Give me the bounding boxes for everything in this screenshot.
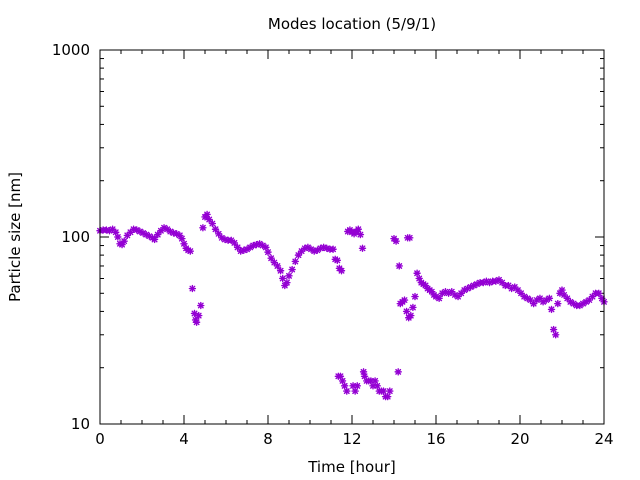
data-point (379, 387, 388, 395)
data-point (227, 236, 235, 245)
x-tick-label: 8 (263, 430, 273, 448)
data-point (203, 210, 211, 219)
data-point (276, 267, 285, 275)
data-point (386, 387, 394, 395)
x-axis-label: Time [hour] (307, 458, 396, 476)
data-point (359, 368, 368, 376)
data-point (411, 292, 419, 301)
data-point (549, 325, 558, 334)
data-point (413, 269, 421, 277)
plot-frame (99, 49, 605, 425)
data-point (191, 316, 200, 324)
data-point (552, 331, 560, 339)
data-point (536, 294, 544, 303)
data-point (435, 294, 443, 303)
data-point (337, 267, 346, 275)
data-point (273, 262, 282, 270)
data-point (356, 230, 365, 239)
data-point (409, 303, 417, 312)
data-point (394, 368, 402, 376)
data-point (351, 387, 359, 395)
data-point (208, 219, 217, 228)
chart-title: Modes location (5/9/1) (268, 15, 436, 33)
data-point (285, 272, 293, 280)
x-tick-label: 0 (95, 430, 105, 448)
x-tick-label: 20 (510, 430, 529, 448)
y-tick-label: 1000 (52, 41, 90, 59)
data-point (157, 227, 165, 235)
data-point (264, 248, 272, 256)
data-point (595, 289, 603, 297)
data-point (194, 311, 203, 320)
data-points (96, 210, 608, 401)
data-point (192, 318, 201, 326)
data-point (199, 224, 207, 232)
data-point (545, 294, 554, 303)
data-point (400, 296, 409, 304)
data-point (353, 382, 361, 390)
x-tick-label: 4 (179, 430, 189, 448)
data-point (560, 291, 568, 299)
data-point (329, 245, 337, 253)
data-point (188, 284, 197, 293)
data-point (498, 278, 506, 287)
data-point (211, 225, 220, 233)
data-point (407, 311, 415, 320)
data-point (178, 234, 186, 243)
data-point (333, 256, 341, 265)
data-point (547, 305, 556, 314)
data-point (554, 299, 562, 308)
data-point (340, 382, 349, 390)
data-point (384, 392, 392, 401)
data-point (358, 244, 367, 253)
data-point (114, 233, 122, 241)
y-tick-label: 100 (61, 228, 90, 246)
data-point (406, 234, 414, 242)
data-point (392, 237, 400, 245)
data-point (197, 301, 205, 310)
data-point (186, 247, 195, 255)
data-point (373, 382, 381, 390)
data-point (343, 387, 351, 395)
data-point (395, 262, 403, 270)
y-axis-label: Particle size [nm] (6, 172, 24, 302)
x-tick-label: 16 (426, 430, 445, 448)
x-tick-label: 12 (342, 430, 361, 448)
data-point (150, 235, 159, 244)
data-point (288, 265, 296, 274)
data-point (120, 237, 128, 245)
data-point (588, 292, 597, 301)
x-tick-label: 24 (594, 430, 613, 448)
data-point (267, 254, 275, 262)
data-point (529, 299, 538, 308)
data-point (230, 239, 239, 247)
data-point (338, 377, 347, 385)
data-point (283, 278, 291, 287)
data-point (126, 228, 135, 236)
y-tick-label: 10 (71, 415, 90, 433)
data-point (354, 225, 362, 233)
data-point (291, 257, 299, 266)
tick-labels: 0 4 8 12 16 20 24 10 100 1000 (52, 41, 614, 448)
data-point (154, 230, 162, 239)
